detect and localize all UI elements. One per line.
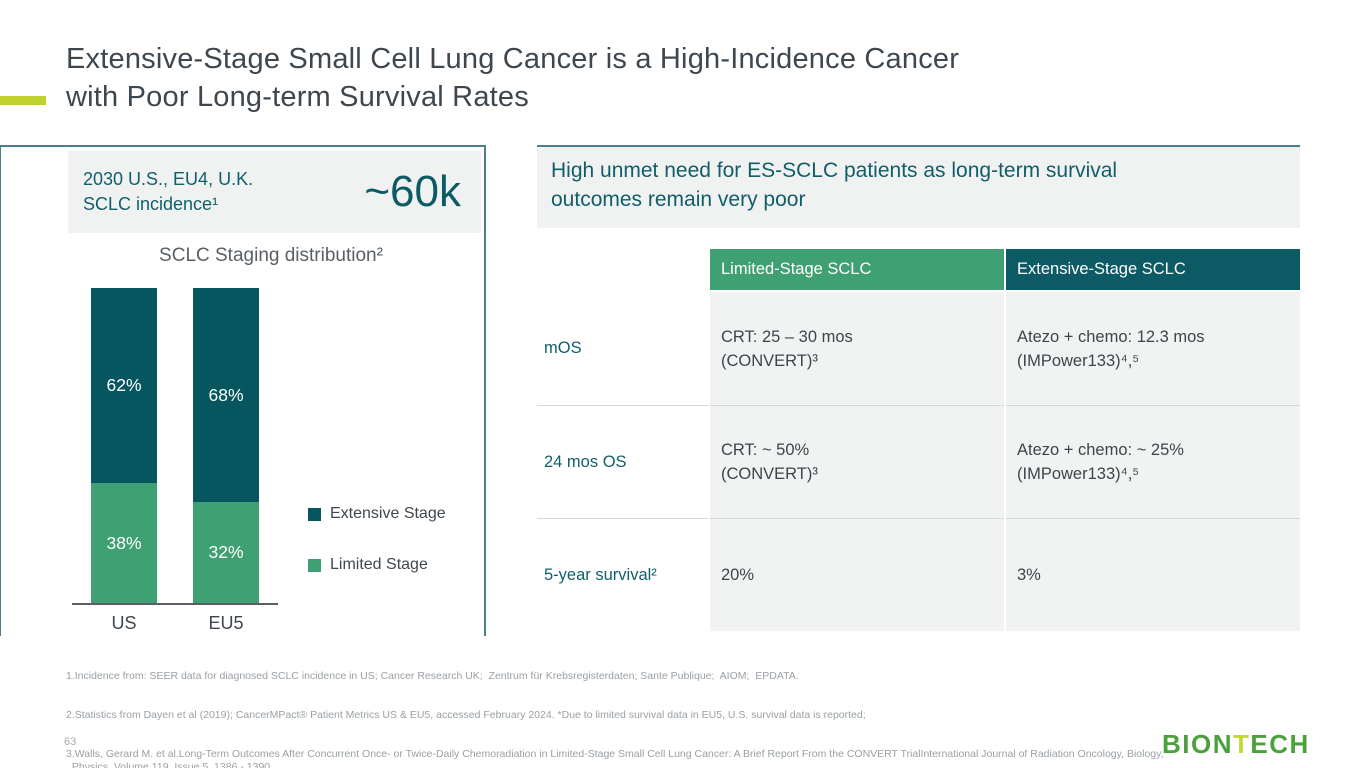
legend-item-extensive: Extensive Stage — [308, 505, 446, 523]
chart-legend: Extensive Stage Limited Stage — [308, 505, 446, 607]
chart-title: SCLC Staging distribution² — [159, 245, 383, 266]
sclc-comparison-table: Limited-Stage SCLC Extensive-Stage SCLC … — [537, 249, 1300, 631]
incidence-panel: 2030 U.S., EU4, U.K. SCLC incidence¹ ~60… — [0, 145, 486, 636]
x-axis-label-us: US — [111, 613, 137, 633]
title-accent-dash — [0, 96, 46, 105]
logo-part-2: T — [1233, 729, 1251, 759]
cell-mos-limited: CRT: 25 – 30 mos (CONVERT)³ — [710, 290, 1004, 405]
incidence-box: 2030 U.S., EU4, U.K. SCLC incidence¹ ~60… — [68, 151, 481, 233]
unmet-need-banner: High unmet need for ES-SCLC patients as … — [537, 145, 1300, 228]
bar-us-limited-value: 38% — [106, 532, 142, 553]
slide-title-line2: with Poor Long-term Survival Rates — [66, 81, 529, 113]
slide-title-line1: Extensive-Stage Small Cell Lung Cancer i… — [66, 43, 960, 75]
bar-eu5-extensive-value: 68% — [208, 384, 244, 405]
row-label-24mos-os: 24 mos OS — [537, 405, 708, 518]
legend-item-limited: Limited Stage — [308, 556, 446, 574]
logo-part-3: ECH — [1250, 729, 1310, 759]
cell-24mos-extensive: Atezo + chemo: ~ 25% (IMPower133)⁴,⁵ — [1006, 405, 1300, 518]
limited-stage-header: Limited-Stage SCLC — [710, 249, 1004, 290]
footnote-2: 2.Statistics from Dayen et al (2019); Ca… — [66, 709, 866, 721]
slide-title: Extensive-Stage Small Cell Lung Cancer i… — [66, 40, 959, 116]
biontech-logo: BIONTECH — [1162, 729, 1310, 760]
staging-chart: 62% 38% 68% 32% US EU5 Extensive Stage L… — [1, 147, 484, 636]
bar-us-extensive-value: 62% — [106, 375, 142, 396]
bar-us-limited-segment: 38% — [91, 483, 157, 603]
x-axis-label-eu5: EU5 — [208, 613, 244, 633]
extensive-stage-header: Extensive-Stage SCLC — [1006, 249, 1300, 290]
table-corner-cell — [537, 249, 708, 290]
bar-us-extensive-segment: 62% — [91, 288, 157, 484]
bar-eu5: 68% 32% — [193, 288, 259, 603]
bar-us: 62% 38% — [91, 288, 157, 603]
limited-stage-swatch-icon — [308, 558, 321, 572]
bar-eu5-limited-segment: 32% — [193, 502, 259, 603]
cell-5yr-limited: 20% — [710, 518, 1004, 631]
footnotes: 1.Incidence from: SEER data for diagnose… — [66, 644, 1362, 768]
bar-eu5-limited-value: 32% — [208, 542, 244, 563]
cell-5yr-extensive: 3% — [1006, 518, 1300, 631]
footnote-1: 1.Incidence from: SEER data for diagnose… — [66, 670, 799, 682]
extensive-stage-swatch-icon — [308, 507, 321, 521]
cell-mos-extensive: Atezo + chemo: 12.3 mos (IMPower133)⁴,⁵ — [1006, 290, 1300, 405]
bar-eu5-extensive-segment: 68% — [193, 288, 259, 503]
incidence-label: 2030 U.S., EU4, U.K. SCLC incidence¹ — [83, 169, 254, 214]
chart-baseline — [72, 603, 278, 605]
incidence-value: ~60k — [364, 167, 461, 216]
row-label-5yr-survival: 5-year survival² — [537, 518, 708, 631]
logo-part-1: BION — [1162, 729, 1233, 759]
unmet-need-panel: High unmet need for ES-SCLC patients as … — [537, 145, 1300, 631]
legend-label-limited: Limited Stage — [330, 556, 428, 573]
legend-label-extensive: Extensive Stage — [330, 505, 446, 522]
row-label-mos: mOS — [537, 290, 708, 405]
cell-24mos-limited: CRT: ~ 50% (CONVERT)³ — [710, 405, 1004, 518]
footnote-3: 3.Walls, Gerard M. et al.Long-Term Outco… — [66, 748, 1164, 768]
page-number: 63 — [64, 736, 77, 748]
